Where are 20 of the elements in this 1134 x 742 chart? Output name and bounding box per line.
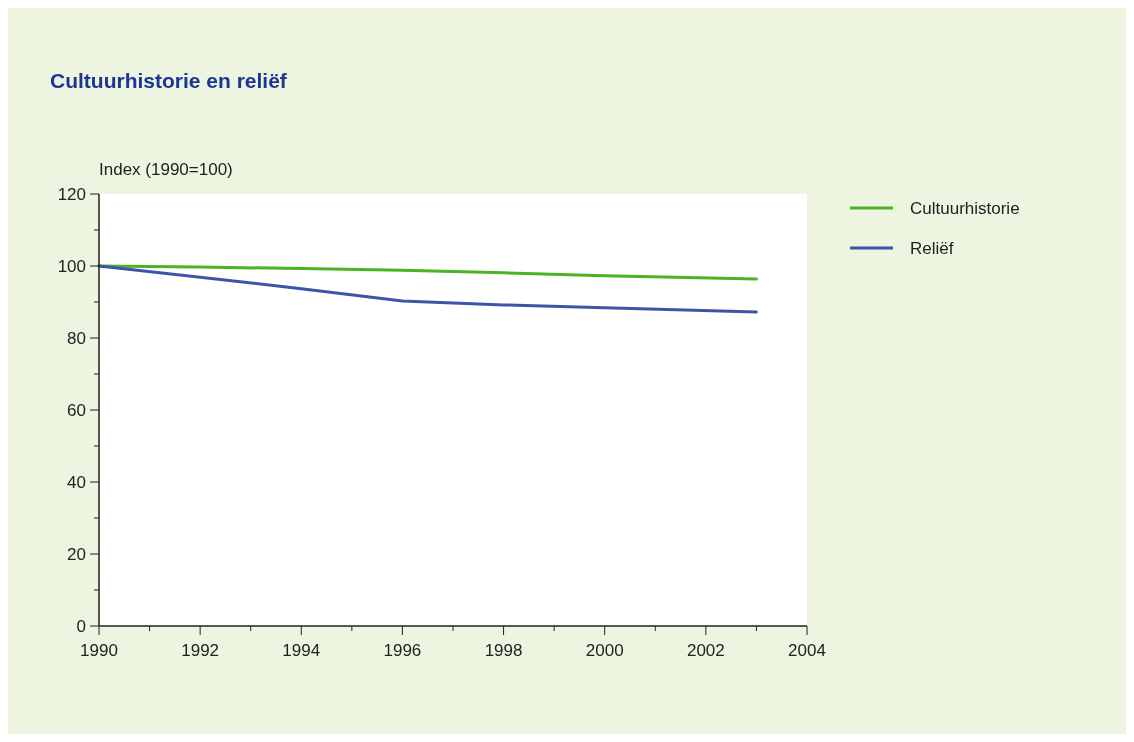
x-tick-label: 2000 <box>585 641 624 660</box>
x-tick-label: 1994 <box>282 641 321 660</box>
x-tick-label: 1990 <box>80 641 118 660</box>
y-tick-label: 20 <box>67 544 86 564</box>
chart-title: Cultuurhistorie en reliëf <box>50 69 288 92</box>
x-tick-label: 2004 <box>788 641 826 660</box>
x-tick-label: 2002 <box>686 641 725 660</box>
x-tick-label: 1996 <box>383 641 422 660</box>
legend-label: Cultuurhistorie <box>910 198 1020 218</box>
y-axis-title: Index (1990=100) <box>99 160 233 179</box>
y-tick-label: 0 <box>76 616 86 636</box>
x-tick-label: 1992 <box>181 641 220 660</box>
y-tick-label: 40 <box>67 472 86 492</box>
y-tick-label: 60 <box>67 400 86 420</box>
y-tick-label: 120 <box>57 184 86 204</box>
legend-label: Reliëf <box>910 238 954 258</box>
x-tick-label: 1998 <box>484 641 523 660</box>
line-series <box>97 264 758 314</box>
y-tick-label: 100 <box>57 256 86 276</box>
y-tick-label: 80 <box>67 328 86 348</box>
